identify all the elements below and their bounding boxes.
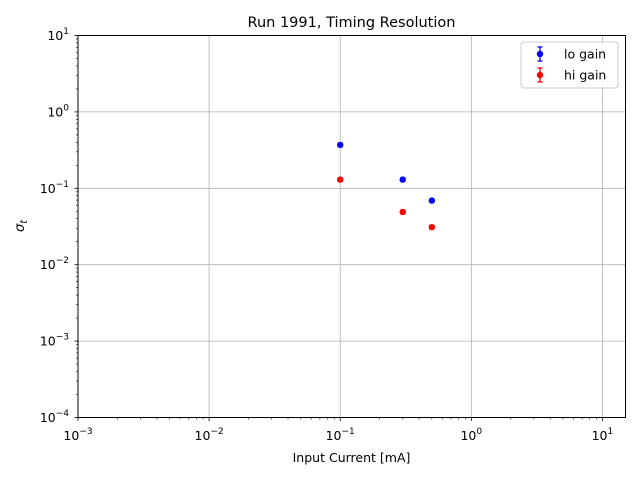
x-tick-label: 10−3 [63,427,92,443]
x-tick-label: 10−1 [326,427,355,443]
axis-ticks [74,35,603,421]
x-tick-label-base: 10 [592,428,608,443]
y-tick-label-exponent: 1 [63,27,69,37]
legend-marker-lo-gain [536,46,544,62]
x-tick-label-exponent: −3 [79,427,92,437]
x-tick-label-exponent: 1 [607,427,613,437]
x-tick-label-exponent: −1 [342,427,355,437]
data-point-hi-gain [428,223,436,231]
data-points [337,141,436,231]
legend-label-lo-gain: lo gain [564,47,606,62]
marker-lo-gain [428,197,436,204]
y-tick-label: 100 [47,103,69,119]
x-tick-label: 101 [592,427,614,443]
legend: lo gain hi gain [520,41,619,89]
marker-hi-gain [428,223,436,231]
y-axis-label-symbol: σ [13,223,28,232]
y-axis-label-subscript: t [19,219,30,224]
marker-hi-gain [337,176,344,183]
y-tick-label-exponent: 0 [63,103,69,113]
y-tick-label-exponent: −2 [56,256,69,266]
legend-marker-hi-gain [536,67,544,83]
y-tick-label-exponent: −4 [56,409,70,419]
data-point-lo-gain [399,176,406,183]
y-tick-label-base: 10 [40,257,56,272]
marker-lo-gain [399,176,406,183]
x-tick-label-exponent: 0 [476,427,482,437]
y-tick-label-base: 10 [47,28,63,43]
x-tick-label-exponent: −2 [210,427,223,437]
data-point-hi-gain [399,208,406,216]
data-point-hi-gain [337,176,344,183]
marker-lo-gain [337,141,344,149]
x-tick-label-base: 10 [326,428,342,443]
y-tick-label: 101 [47,27,69,43]
y-tick-label: 10−2 [40,256,69,272]
x-tick-label: 10−2 [195,427,224,443]
x-axis-label: Input Current [mA] [293,450,411,465]
y-tick-label-exponent: −3 [56,333,69,343]
chart-title: Run 1991, Timing Resolution [248,15,456,31]
x-tick-label-base: 10 [195,428,211,443]
y-tick-label-exponent: −1 [56,180,69,190]
legend-frame [520,41,619,89]
x-tick-label: 100 [460,427,482,443]
x-tick-label-base: 10 [63,428,79,443]
grid-lines [77,35,626,418]
legend-label-hi-gain: hi gain [564,68,606,83]
x-tick-label-base: 10 [460,428,476,443]
y-tick-label-base: 10 [40,181,56,196]
y-tick-label-base: 10 [47,104,63,119]
data-point-lo-gain [337,141,344,149]
y-axis-label: σt [13,219,30,232]
marker-hi-gain [399,208,406,216]
plot-area-frame [77,35,626,418]
y-tick-label-base: 10 [40,334,56,349]
y-tick-label: 10−1 [40,180,69,196]
y-tick-label: 10−3 [40,333,69,349]
y-tick-label-base: 10 [40,410,56,425]
data-point-lo-gain [428,197,436,204]
y-tick-label: 10−4 [40,409,69,425]
